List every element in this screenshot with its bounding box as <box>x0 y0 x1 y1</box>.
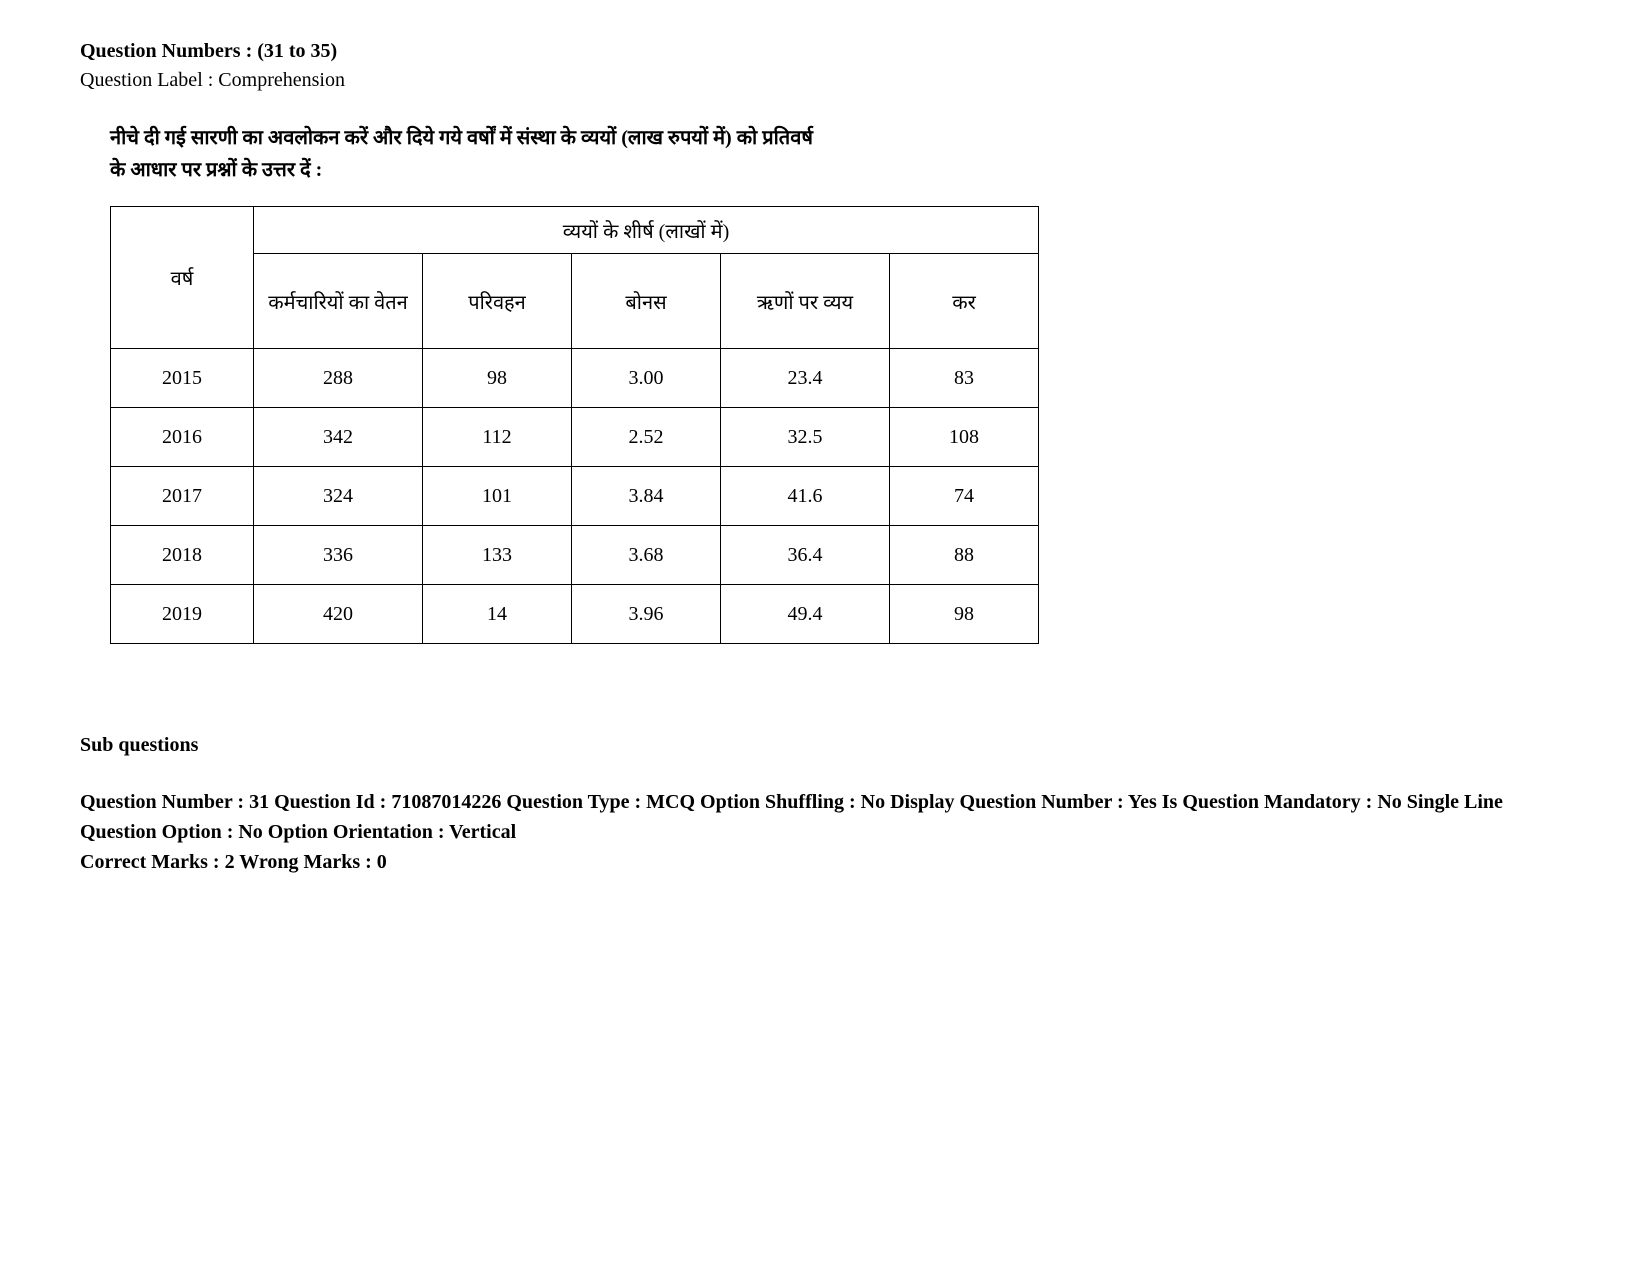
table-header-col5: कर <box>890 254 1039 349</box>
instruction-text: नीचे दी गई सारणी का अवलोकन करें और दिये … <box>110 122 1570 186</box>
table-header-col4: ऋणों पर व्यय <box>721 254 890 349</box>
cell-year: 2017 <box>111 467 254 526</box>
table-header-group: व्ययों के शीर्ष (लाखों में) <box>254 207 1039 254</box>
table-row: 2019 420 14 3.96 49.4 98 <box>111 585 1039 644</box>
cell: 32.5 <box>721 408 890 467</box>
cell: 324 <box>254 467 423 526</box>
cell: 101 <box>423 467 572 526</box>
cell: 36.4 <box>721 526 890 585</box>
cell: 420 <box>254 585 423 644</box>
question-meta-line1: Question Number : 31 Question Id : 71087… <box>80 791 1503 843</box>
cell: 88 <box>890 526 1039 585</box>
cell: 112 <box>423 408 572 467</box>
table-header-col1: कर्मचारियों का वेतन <box>254 254 423 349</box>
cell: 49.4 <box>721 585 890 644</box>
cell: 3.96 <box>572 585 721 644</box>
cell: 23.4 <box>721 349 890 408</box>
cell-year: 2015 <box>111 349 254 408</box>
cell: 288 <box>254 349 423 408</box>
sub-questions-heading: Sub questions <box>80 734 1570 757</box>
table-row: 2015 288 98 3.00 23.4 83 <box>111 349 1039 408</box>
question-label: Question Label : Comprehension <box>80 69 1570 92</box>
table-row: 2016 342 112 2.52 32.5 108 <box>111 408 1039 467</box>
question-numbers-heading: Question Numbers : (31 to 35) <box>80 40 1570 63</box>
cell: 3.00 <box>572 349 721 408</box>
cell: 14 <box>423 585 572 644</box>
cell: 3.68 <box>572 526 721 585</box>
table-header-col3: बोनस <box>572 254 721 349</box>
table-row: 2018 336 133 3.68 36.4 88 <box>111 526 1039 585</box>
cell: 74 <box>890 467 1039 526</box>
table-row: 2017 324 101 3.84 41.6 74 <box>111 467 1039 526</box>
cell: 336 <box>254 526 423 585</box>
table-header-year: वर्ष <box>111 207 254 349</box>
cell: 133 <box>423 526 572 585</box>
cell: 108 <box>890 408 1039 467</box>
cell: 3.84 <box>572 467 721 526</box>
cell: 41.6 <box>721 467 890 526</box>
cell: 2.52 <box>572 408 721 467</box>
table-header-col2: परिवहन <box>423 254 572 349</box>
cell-year: 2019 <box>111 585 254 644</box>
cell: 98 <box>890 585 1039 644</box>
expenditure-table: वर्ष व्ययों के शीर्ष (लाखों में) कर्मचार… <box>110 206 1039 644</box>
cell: 83 <box>890 349 1039 408</box>
cell-year: 2018 <box>111 526 254 585</box>
instruction-line-1: नीचे दी गई सारणी का अवलोकन करें और दिये … <box>110 127 813 149</box>
cell: 342 <box>254 408 423 467</box>
instruction-line-2: के आधार पर प्रश्नों के उत्तर दें : <box>110 159 322 181</box>
question-meta: Question Number : 31 Question Id : 71087… <box>80 787 1570 877</box>
cell: 98 <box>423 349 572 408</box>
cell-year: 2016 <box>111 408 254 467</box>
question-meta-line2: Correct Marks : 2 Wrong Marks : 0 <box>80 851 387 873</box>
